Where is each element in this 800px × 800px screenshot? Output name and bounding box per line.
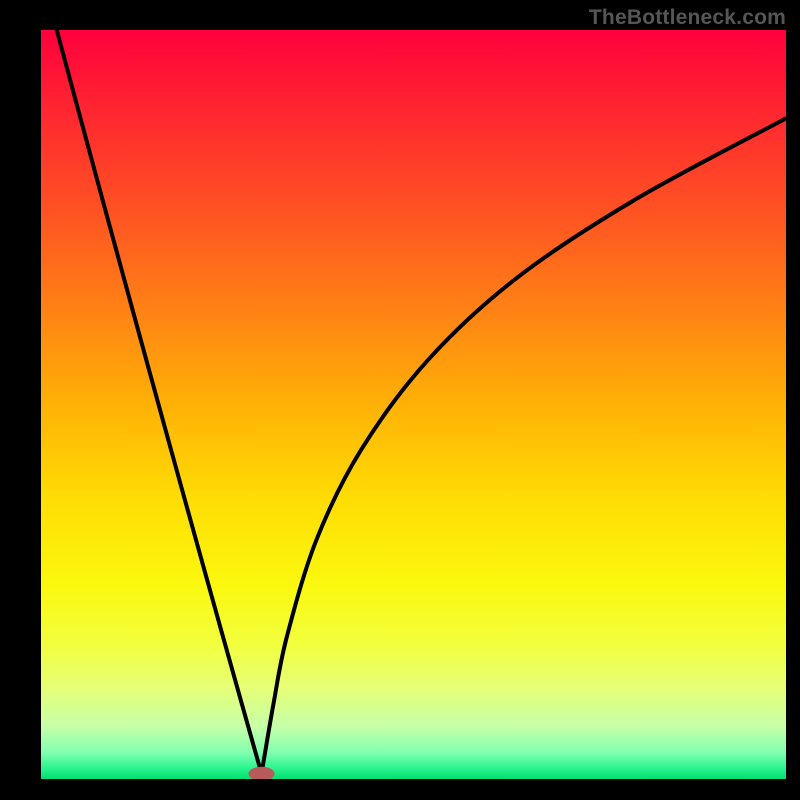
chart-svg — [0, 0, 800, 800]
vertex-marker — [249, 767, 275, 781]
chart-container: TheBottleneck.com — [0, 0, 800, 800]
watermark-label: TheBottleneck.com — [589, 6, 786, 30]
plot-area — [41, 30, 786, 779]
